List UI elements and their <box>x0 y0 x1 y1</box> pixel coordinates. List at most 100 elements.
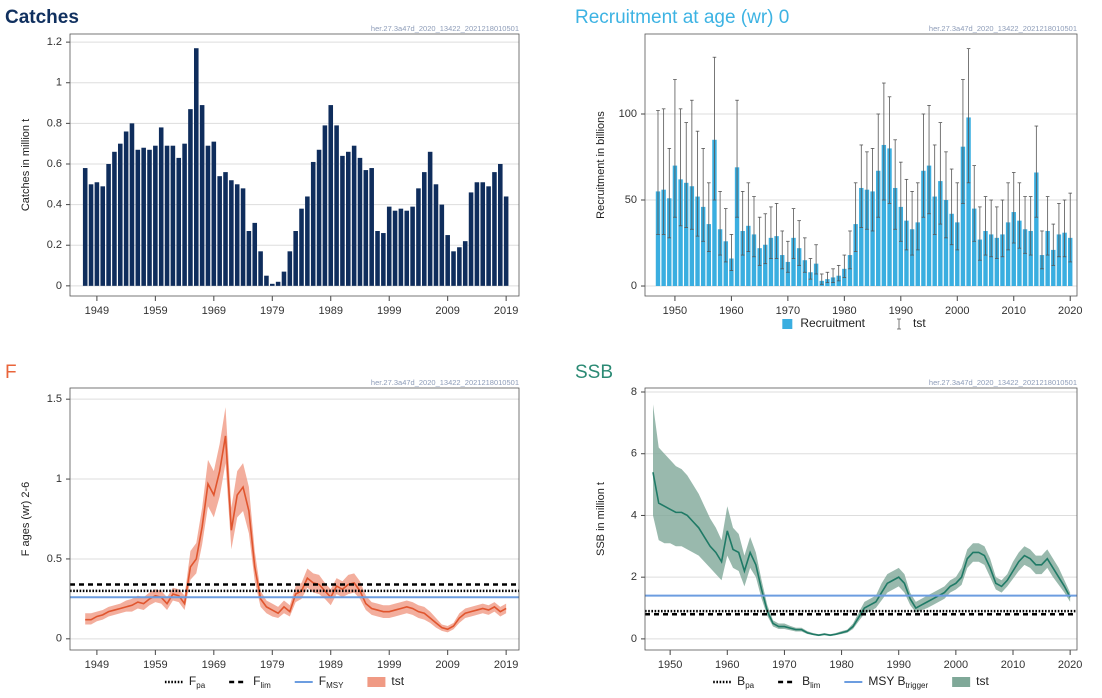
bar <box>695 196 700 287</box>
legend-item: Blim <box>778 674 821 690</box>
error-bar <box>774 203 779 259</box>
error-bar <box>735 99 739 218</box>
error-bar <box>786 240 790 273</box>
bar <box>1056 234 1062 287</box>
error-bar <box>1040 230 1044 270</box>
bar <box>462 241 468 286</box>
y-tick-label: 4 <box>631 509 637 521</box>
x-tick-label: 1969 <box>202 659 226 671</box>
bar <box>723 241 728 287</box>
bar <box>1034 172 1039 287</box>
bar <box>316 149 322 286</box>
plot-frame <box>644 33 1078 297</box>
y-axis-label: SSB in million t <box>595 482 607 556</box>
error-bar <box>769 206 773 259</box>
error-bar <box>983 196 988 256</box>
bar <box>451 251 456 286</box>
y-tick-label: 1.5 <box>47 393 62 405</box>
bar <box>859 187 864 287</box>
confidence-ribbon <box>85 407 507 633</box>
x-tick-label: 1970 <box>772 659 796 671</box>
bar <box>1005 222 1011 287</box>
x-tick-label: 1990 <box>886 659 910 671</box>
legend-subscript: pa <box>745 681 754 690</box>
error-bar <box>882 82 886 201</box>
error-bar <box>684 122 689 228</box>
error-bar <box>678 108 683 227</box>
x-tick-label: 1979 <box>260 305 284 317</box>
bar <box>82 168 88 286</box>
x-tick-label: 2019 <box>494 305 518 317</box>
chart-title: Catches <box>5 7 79 28</box>
bar <box>392 210 398 286</box>
legend-item: Bpa <box>713 674 755 690</box>
watermark: her.27.3a47d_2020_13422_2021218010501 <box>371 24 519 33</box>
bar <box>1011 212 1016 287</box>
error-bar <box>910 191 914 256</box>
legend-name: B <box>737 674 745 688</box>
legend-swatch <box>367 677 386 687</box>
error-bar <box>656 110 660 235</box>
error-bar <box>932 144 937 235</box>
legend-subscript: MSY <box>326 681 344 690</box>
bar <box>205 145 211 286</box>
bar <box>684 182 689 287</box>
bar <box>768 237 774 287</box>
bar <box>864 189 870 287</box>
confidence-ribbon <box>653 404 1071 637</box>
bar <box>774 236 779 287</box>
bar <box>457 247 462 286</box>
error-bar <box>870 147 875 232</box>
bar <box>123 131 129 286</box>
error-bar <box>836 264 841 282</box>
legend-name: F <box>253 674 260 688</box>
legend-label: FMSY <box>319 674 344 690</box>
y-tick-label: 0 <box>56 280 62 292</box>
bar <box>351 145 357 286</box>
bar <box>158 127 164 286</box>
x-tick-label: 1959 <box>143 305 167 317</box>
error-bar <box>757 216 762 266</box>
legend-name: F <box>189 674 196 688</box>
bar <box>357 157 363 286</box>
bar <box>949 213 954 287</box>
error-bar <box>853 182 858 253</box>
legend-item: tst <box>897 316 926 330</box>
bar <box>252 222 258 286</box>
y-axis-label: Recruitment in billions <box>595 111 607 219</box>
bar <box>164 145 170 286</box>
error-bar <box>661 108 666 235</box>
error-bar <box>904 178 909 251</box>
error-bar <box>729 234 734 271</box>
error-bar <box>995 206 999 259</box>
bar <box>1045 230 1050 287</box>
watermark: her.27.3a47d_2020_13422_2021218010501 <box>371 378 519 387</box>
bar <box>1062 232 1067 287</box>
bar <box>960 146 966 287</box>
legend-name: F <box>319 674 326 688</box>
legend-swatch <box>952 677 971 687</box>
bar <box>135 149 141 286</box>
bar <box>182 143 187 286</box>
bar <box>275 281 281 286</box>
y-tick-label: 0 <box>631 280 637 292</box>
error-bar <box>797 220 801 266</box>
legend: Recruitment tst <box>782 316 926 330</box>
bar <box>153 145 158 286</box>
chart-title: F <box>5 362 17 383</box>
legend-item: tst <box>952 674 989 688</box>
bar <box>876 170 881 287</box>
y-tick-label: 0.4 <box>47 199 62 211</box>
plot-frame <box>69 33 520 297</box>
watermark: her.27.3a47d_2020_13422_2021218010501 <box>929 24 1077 33</box>
bar <box>655 191 661 287</box>
bar <box>106 163 111 286</box>
bar <box>445 235 450 286</box>
bar <box>1017 220 1022 287</box>
legend-name: tst <box>913 316 926 330</box>
bar <box>264 275 269 286</box>
bar <box>757 248 762 287</box>
x-tick-label: 1959 <box>143 659 167 671</box>
error-bar <box>701 147 705 242</box>
error-bar <box>978 206 982 261</box>
